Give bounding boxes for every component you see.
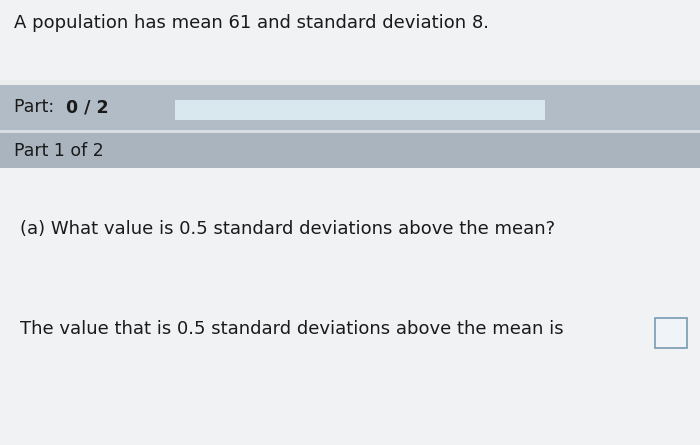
Text: Part:: Part:	[14, 98, 60, 117]
FancyBboxPatch shape	[0, 130, 700, 133]
FancyBboxPatch shape	[0, 0, 700, 80]
Text: 0 / 2: 0 / 2	[66, 98, 108, 117]
Text: (a) What value is 0.5 standard deviations above the mean?: (a) What value is 0.5 standard deviation…	[20, 220, 555, 238]
FancyBboxPatch shape	[175, 100, 545, 120]
Text: The value that is 0.5 standard deviations above the mean is: The value that is 0.5 standard deviation…	[20, 320, 564, 338]
Text: A population has mean 61 and standard deviation 8.: A population has mean 61 and standard de…	[14, 14, 489, 32]
FancyBboxPatch shape	[655, 318, 687, 348]
FancyBboxPatch shape	[0, 133, 700, 168]
FancyBboxPatch shape	[0, 168, 700, 445]
FancyBboxPatch shape	[0, 85, 700, 130]
Text: Part 1 of 2: Part 1 of 2	[14, 142, 104, 159]
